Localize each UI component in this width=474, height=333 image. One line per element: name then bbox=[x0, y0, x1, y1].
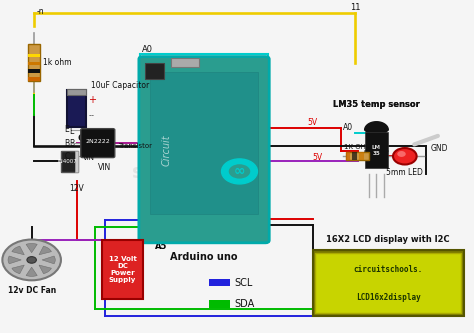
Wedge shape bbox=[39, 246, 51, 255]
Bar bbox=[67, 90, 86, 96]
Bar bbox=[28, 44, 40, 81]
Text: A5: A5 bbox=[155, 242, 167, 251]
Text: VIN: VIN bbox=[82, 155, 95, 161]
Text: 2N2222: 2N2222 bbox=[85, 139, 110, 144]
Bar bbox=[28, 54, 40, 57]
Text: -n: -n bbox=[36, 7, 44, 16]
Text: Circuit: Circuit bbox=[161, 134, 171, 166]
Text: E: E bbox=[64, 126, 69, 135]
Bar bbox=[209, 300, 230, 308]
Bar bbox=[150, 72, 258, 214]
Bar bbox=[28, 62, 40, 65]
Bar bbox=[346, 152, 350, 160]
Bar bbox=[28, 69, 40, 73]
Bar bbox=[315, 253, 462, 313]
Wedge shape bbox=[26, 243, 37, 253]
Bar bbox=[75, 151, 78, 172]
Circle shape bbox=[2, 239, 61, 280]
FancyBboxPatch shape bbox=[81, 129, 115, 158]
FancyBboxPatch shape bbox=[139, 57, 269, 243]
Bar bbox=[61, 151, 78, 172]
Bar bbox=[171, 58, 200, 68]
Bar bbox=[313, 250, 464, 316]
Wedge shape bbox=[42, 256, 55, 264]
Text: ∞: ∞ bbox=[234, 165, 245, 178]
Text: LM
35: LM 35 bbox=[372, 146, 381, 156]
Text: 5V: 5V bbox=[308, 118, 318, 127]
Text: E: E bbox=[69, 127, 74, 136]
Text: B: B bbox=[69, 139, 74, 148]
Text: 10uF Capacitor: 10uF Capacitor bbox=[91, 81, 149, 90]
Text: B: B bbox=[64, 139, 69, 148]
Wedge shape bbox=[8, 256, 21, 264]
Text: 1k ohm: 1k ohm bbox=[44, 58, 72, 67]
Text: Transistor: Transistor bbox=[118, 144, 152, 150]
Text: LCD16x2display: LCD16x2display bbox=[356, 293, 420, 302]
Text: +: + bbox=[375, 144, 382, 153]
Bar bbox=[102, 240, 143, 299]
Text: A4: A4 bbox=[145, 235, 157, 244]
Polygon shape bbox=[365, 122, 388, 151]
Bar bbox=[209, 279, 230, 286]
Text: A0: A0 bbox=[142, 45, 153, 54]
Bar bbox=[28, 77, 40, 81]
Circle shape bbox=[27, 257, 36, 263]
Text: 16X2 LCD display with I2C: 16X2 LCD display with I2C bbox=[327, 235, 450, 244]
Text: --: -- bbox=[405, 155, 410, 164]
Text: A0: A0 bbox=[343, 123, 353, 132]
Bar bbox=[352, 152, 357, 160]
Bar bbox=[145, 63, 164, 79]
Wedge shape bbox=[26, 267, 37, 276]
Text: 11: 11 bbox=[350, 3, 360, 12]
Bar bbox=[140, 54, 268, 242]
Text: --: -- bbox=[88, 111, 94, 120]
Circle shape bbox=[228, 163, 251, 179]
Text: GND: GND bbox=[431, 144, 448, 153]
Wedge shape bbox=[12, 265, 24, 274]
Bar bbox=[346, 152, 369, 160]
Text: 12 Volt
DC
Power
Supply: 12 Volt DC Power Supply bbox=[109, 256, 137, 283]
Text: VIN: VIN bbox=[98, 163, 111, 172]
Circle shape bbox=[397, 151, 406, 157]
Text: 12V: 12V bbox=[69, 184, 84, 193]
Text: 1K OHM: 1K OHM bbox=[344, 145, 372, 151]
Text: GND: GND bbox=[77, 134, 100, 143]
Text: LM35 temp sensor: LM35 temp sensor bbox=[333, 100, 420, 109]
Bar bbox=[359, 152, 364, 160]
Text: C: C bbox=[64, 152, 69, 161]
Circle shape bbox=[393, 148, 417, 165]
Wedge shape bbox=[39, 265, 51, 274]
Text: 5V: 5V bbox=[313, 153, 323, 162]
Text: +: + bbox=[88, 95, 96, 105]
Text: circuitschools.: circuitschools. bbox=[354, 265, 423, 274]
Bar bbox=[365, 132, 388, 168]
Text: Circuit
schools.com: Circuit schools.com bbox=[132, 141, 267, 182]
Wedge shape bbox=[12, 246, 24, 255]
Text: LM35 temp sensor: LM35 temp sensor bbox=[333, 100, 420, 109]
Bar bbox=[67, 91, 86, 127]
Text: SDA: SDA bbox=[235, 299, 255, 309]
Text: 5mm LED: 5mm LED bbox=[386, 168, 423, 177]
Text: IN4007: IN4007 bbox=[58, 159, 77, 164]
Text: SCL: SCL bbox=[235, 278, 253, 288]
Text: 12v DC Fan: 12v DC Fan bbox=[8, 286, 56, 295]
Text: C: C bbox=[69, 152, 74, 161]
Circle shape bbox=[221, 159, 257, 184]
Text: Arduino uno: Arduino uno bbox=[170, 252, 238, 262]
